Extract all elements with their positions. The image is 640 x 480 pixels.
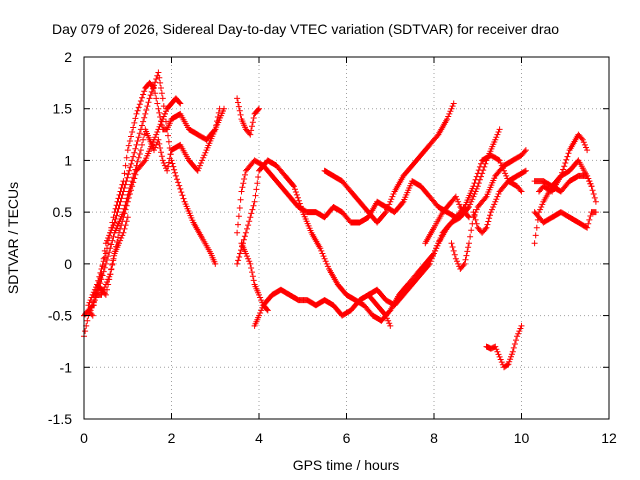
y-tick-label: -1 <box>60 359 73 375</box>
grid <box>84 57 609 419</box>
x-tick-label: 2 <box>168 430 176 446</box>
y-tick-label: 0.5 <box>53 204 73 220</box>
series-arc-11 <box>365 291 394 329</box>
y-tick-label: -0.5 <box>48 308 72 324</box>
y-tick-label: 2 <box>64 49 72 65</box>
series-arc-5 <box>234 95 262 138</box>
axis-ticks: 0 2 4 6 8 10 12 -1.5 -1 -0.5 0 0.5 1 1.5 2 <box>48 49 617 446</box>
data-point-markers <box>85 79 223 309</box>
series-arc-9 <box>251 152 525 329</box>
data-point-markers <box>251 152 525 329</box>
data-point-markers <box>321 100 457 226</box>
series-arc-12 <box>422 193 472 247</box>
data-point-markers <box>483 322 525 371</box>
x-tick-label: 10 <box>514 430 530 446</box>
x-axis-label: GPS time / hours <box>293 457 400 473</box>
x-tick-label: 4 <box>255 430 263 446</box>
data-marks <box>81 69 599 371</box>
series-arc-18 <box>531 209 599 231</box>
data-point-markers <box>234 157 459 236</box>
x-tick-label: 0 <box>80 430 88 446</box>
series-arc-16 <box>531 157 599 247</box>
data-point-markers <box>536 131 591 195</box>
data-point-markers <box>448 147 529 272</box>
series-arc-15 <box>483 322 525 371</box>
data-point-markers <box>365 291 394 329</box>
x-tick-label: 12 <box>601 430 617 446</box>
y-tick-label: 0 <box>64 256 72 272</box>
series-arc-19 <box>536 131 591 195</box>
series-arc-14 <box>470 167 529 236</box>
data-point-markers <box>234 95 262 138</box>
data-point-markers <box>422 193 472 247</box>
chart-title: Day 079 of 2026, Sidereal Day-to-day VTE… <box>52 21 559 37</box>
y-axis-label: SDTVAR / TECUs <box>5 182 21 294</box>
data-point-markers <box>531 157 599 247</box>
x-tick-label: 6 <box>343 430 351 446</box>
y-tick-label: -1.5 <box>48 411 72 427</box>
y-tick-label: 1 <box>64 152 72 168</box>
series-arc-3 <box>85 79 223 309</box>
data-point-markers <box>531 209 599 231</box>
y-tick-label: 1.5 <box>53 101 73 117</box>
x-tick-label: 8 <box>430 430 438 446</box>
series-arc-10 <box>321 100 457 226</box>
data-point-markers <box>470 167 529 236</box>
series-arc-6 <box>234 157 459 236</box>
series-arc-13 <box>448 147 529 272</box>
